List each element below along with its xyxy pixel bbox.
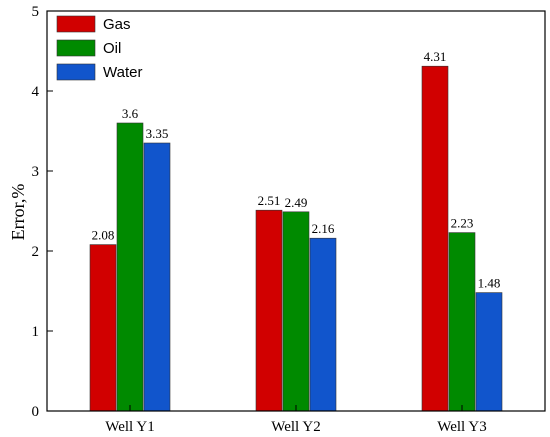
y-tick-label: 0 — [32, 404, 40, 420]
bar-oil-2 — [282, 211, 310, 412]
y-tick-label: 3 — [32, 164, 40, 180]
legend-label-oil: Oil — [103, 40, 121, 57]
bar-oil-1 — [116, 122, 144, 412]
y-tick-label: 4 — [32, 84, 40, 100]
y-tick-label: 5 — [32, 4, 40, 20]
data-label-gas-3: 4.31 — [424, 49, 447, 64]
data-labels-group: 2.08 3.6 3.35 2.51 2.49 2.16 4.31 2.23 1.48 — [92, 49, 501, 290]
legend-label-water: Water — [103, 64, 142, 81]
legend-swatch-oil — [56, 39, 96, 57]
x-tick-label: Well Y3 — [437, 419, 486, 435]
axes-group: 0 1 2 3 4 5 Well Y1 Well Y2 Well Y3 — [32, 4, 546, 435]
bar-oil-3 — [448, 232, 476, 412]
data-label-gas-1: 2.08 — [92, 228, 115, 243]
data-label-gas-2: 2.51 — [258, 193, 281, 208]
data-label-water-3: 1.48 — [478, 276, 501, 291]
data-label-oil-1: 3.6 — [122, 106, 139, 121]
y-axis-title: Error,% — [8, 184, 28, 241]
bar-water-1 — [143, 142, 171, 412]
data-label-oil-3: 2.23 — [451, 216, 474, 231]
data-label-oil-2: 2.49 — [285, 195, 308, 210]
legend-swatch-gas — [56, 15, 96, 33]
bars-group — [89, 65, 503, 412]
bar-water-3 — [475, 292, 503, 412]
x-tick-label: Well Y2 — [271, 419, 320, 435]
bar-gas-2 — [255, 209, 283, 412]
bar-gas-1 — [89, 244, 117, 412]
legend-label-gas: Gas — [103, 16, 131, 33]
y-tick-label: 2 — [32, 244, 40, 260]
legend-swatch-water — [56, 63, 96, 81]
data-label-water-1: 3.35 — [146, 126, 169, 141]
legend: Gas Oil Water — [56, 15, 142, 81]
x-tick-label: Well Y1 — [105, 419, 154, 435]
bar-gas-3 — [421, 65, 449, 412]
data-label-water-2: 2.16 — [312, 221, 335, 236]
bar-water-2 — [309, 237, 337, 412]
y-tick-label: 1 — [32, 324, 40, 340]
